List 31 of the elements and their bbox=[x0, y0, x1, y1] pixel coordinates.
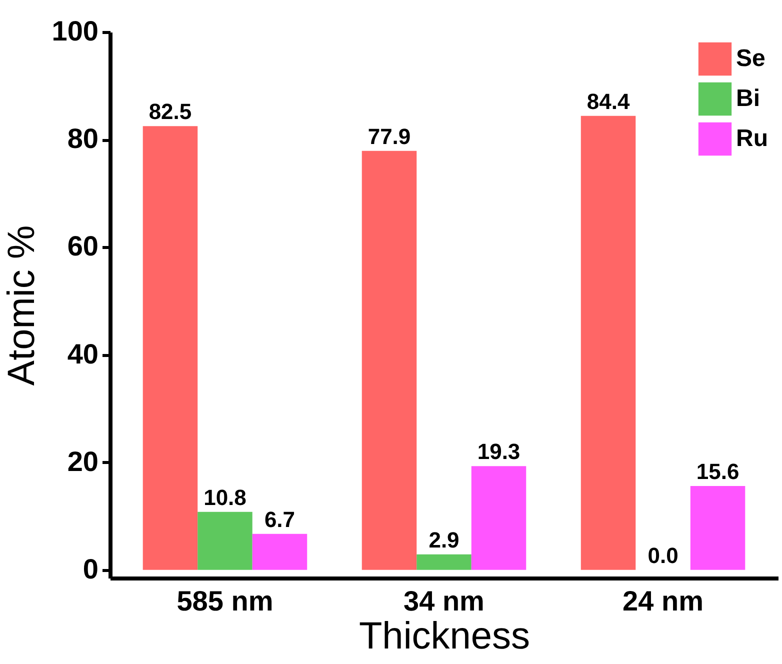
y-tick-label: 60 bbox=[67, 230, 98, 262]
y-tick-label: 80 bbox=[67, 123, 98, 154]
x-tick-label: 585 nm bbox=[176, 586, 274, 616]
data-label: 15.6 bbox=[696, 459, 740, 484]
y-tick-label: 0 bbox=[82, 553, 98, 584]
bar bbox=[580, 116, 636, 570]
bar bbox=[690, 486, 746, 570]
data-label: 77.9 bbox=[368, 124, 411, 149]
bar bbox=[362, 150, 417, 570]
bar bbox=[416, 554, 472, 570]
bar bbox=[198, 512, 252, 570]
bar bbox=[471, 466, 526, 570]
data-label: 2.9 bbox=[428, 527, 460, 552]
y-tick-label: 20 bbox=[67, 446, 98, 477]
legend-label: Ru bbox=[736, 125, 768, 152]
x-tick-label: 34 nm bbox=[404, 586, 484, 616]
bar bbox=[252, 534, 308, 570]
data-label: 6.7 bbox=[264, 506, 296, 532]
legend-label: Se bbox=[736, 45, 766, 72]
x-axis-title: Thickness bbox=[358, 616, 530, 658]
y-axis-title: Atomic % bbox=[0, 225, 43, 386]
data-label: 82.5 bbox=[148, 99, 192, 124]
y-tick-label: 40 bbox=[67, 338, 98, 370]
x-tick-label: 24 nm bbox=[622, 586, 704, 616]
y-tick-label: 100 bbox=[52, 16, 98, 46]
data-label: 19.3 bbox=[477, 439, 520, 464]
bar bbox=[142, 126, 198, 570]
data-label: 84.4 bbox=[586, 88, 630, 114]
data-label: 0.0 bbox=[648, 542, 678, 568]
data-label: 10.8 bbox=[204, 484, 246, 510]
legend-label: Bi bbox=[736, 85, 760, 112]
